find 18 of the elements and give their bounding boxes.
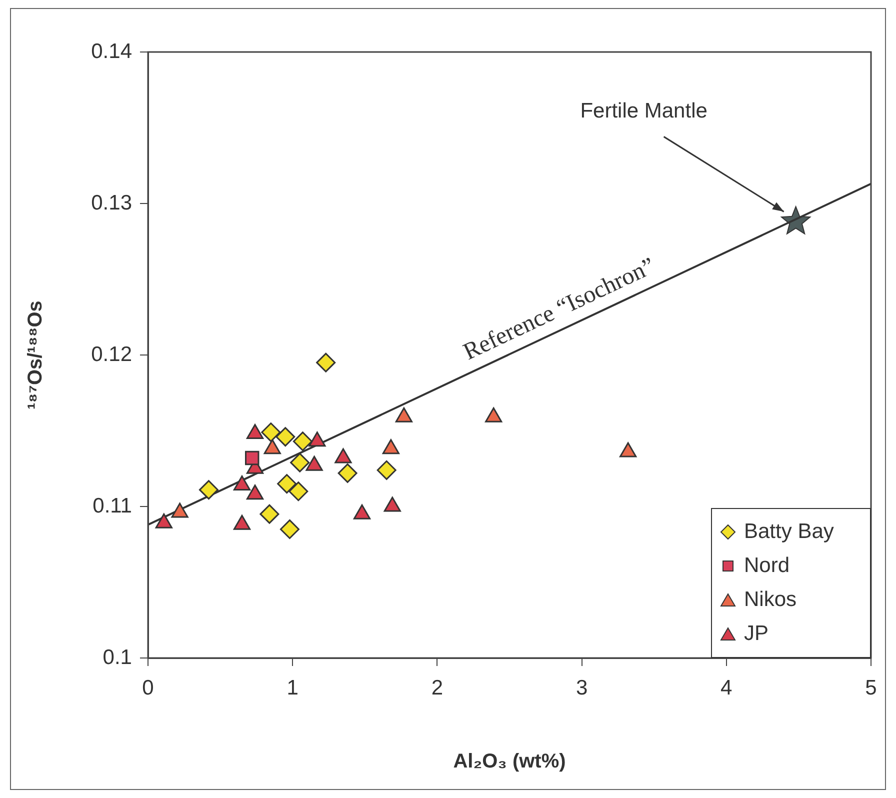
y-tick-label: 0.11: [92, 494, 132, 518]
y-tick-label: 0.13: [91, 191, 132, 214]
y-tick-label: 0.14: [91, 40, 132, 63]
x-tick-label: 0: [142, 676, 154, 700]
x-tick-label: 4: [720, 676, 733, 700]
x-tick-label: 3: [576, 676, 588, 700]
y-axis-title: ¹⁸⁷Os/¹⁸⁸Os: [24, 300, 47, 410]
text: Fertile Mantle: [580, 99, 708, 122]
legend-label: Nikos: [744, 588, 797, 612]
y-tick-label: 0.1: [102, 646, 132, 669]
x-tick-label: 5: [865, 676, 877, 700]
x-tick-label: 2: [431, 676, 444, 700]
x-tick-label: 1: [286, 676, 298, 700]
legend-label: JP: [744, 622, 769, 646]
y-tick-label: 0.12: [91, 342, 132, 366]
x-axis-title: Al₂O₃ (wt%): [453, 750, 566, 773]
legend-label: Batty Bay: [744, 520, 834, 544]
legend-label: Nord: [744, 554, 790, 578]
